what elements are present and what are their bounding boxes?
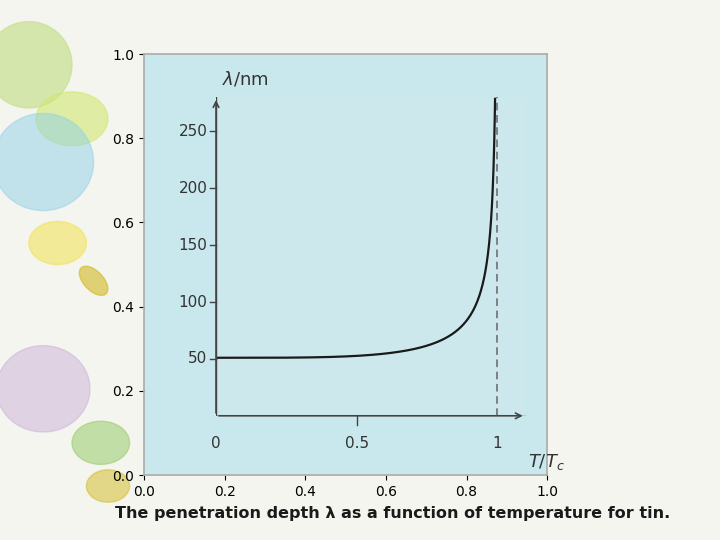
Text: 1: 1 bbox=[492, 436, 503, 451]
Text: $T/T_c$: $T/T_c$ bbox=[528, 452, 565, 472]
Ellipse shape bbox=[0, 113, 94, 211]
Text: The penetration depth λ as a function of temperature for tin.: The penetration depth λ as a function of… bbox=[115, 506, 670, 521]
Text: $\lambda$/nm: $\lambda$/nm bbox=[222, 69, 269, 88]
Ellipse shape bbox=[79, 266, 108, 295]
Ellipse shape bbox=[0, 346, 90, 432]
Text: 150: 150 bbox=[179, 238, 207, 253]
Text: 250: 250 bbox=[179, 124, 207, 139]
Circle shape bbox=[29, 221, 86, 265]
Circle shape bbox=[36, 92, 108, 146]
Text: 0.5: 0.5 bbox=[345, 436, 369, 451]
Text: 0: 0 bbox=[211, 436, 221, 451]
Text: 100: 100 bbox=[179, 294, 207, 309]
Text: 50: 50 bbox=[189, 352, 207, 367]
Circle shape bbox=[72, 421, 130, 464]
Text: 200: 200 bbox=[179, 181, 207, 195]
Circle shape bbox=[86, 470, 130, 502]
Ellipse shape bbox=[0, 22, 72, 108]
